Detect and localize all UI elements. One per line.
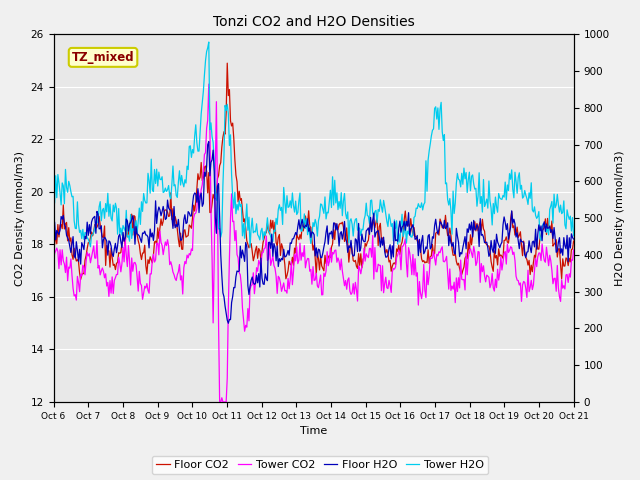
Text: TZ_mixed: TZ_mixed: [72, 51, 134, 64]
Tower CO2: [368, 254, 376, 260]
Y-axis label: CO2 Density (mmol/m3): CO2 Density (mmol/m3): [15, 151, 25, 286]
Y-axis label: H2O Density (mmol/m3): H2O Density (mmol/m3): [615, 150, 625, 286]
Title: Tonzi CO2 and H2O Densities: Tonzi CO2 and H2O Densities: [212, 15, 415, 29]
Floor H2O: [212, 230, 220, 236]
Tower H2O: [205, 39, 212, 45]
Floor CO2: [524, 262, 532, 268]
Floor H2O: [524, 249, 532, 254]
X-axis label: Time: Time: [300, 426, 327, 436]
Tower H2O: [246, 244, 254, 250]
Floor CO2: [77, 276, 84, 282]
Tower H2O: [212, 197, 220, 203]
Floor H2O: [271, 244, 279, 250]
Floor CO2: [570, 238, 577, 244]
Floor H2O: [434, 231, 442, 237]
Floor H2O: [205, 139, 212, 144]
Legend: Floor CO2, Tower CO2, Floor H2O, Tower H2O: Floor CO2, Tower CO2, Floor H2O, Tower H…: [152, 456, 488, 474]
Tower H2O: [368, 197, 376, 203]
Tower CO2: [50, 260, 58, 265]
Tower CO2: [524, 267, 532, 273]
Tower H2O: [50, 200, 58, 205]
Tower CO2: [216, 399, 223, 405]
Tower CO2: [212, 99, 220, 105]
Floor CO2: [223, 60, 231, 66]
Tower CO2: [343, 287, 351, 292]
Floor H2O: [368, 229, 376, 235]
Tower CO2: [271, 265, 279, 271]
Floor CO2: [343, 225, 351, 231]
Tower H2O: [271, 228, 279, 234]
Floor CO2: [271, 219, 279, 225]
Floor CO2: [212, 195, 220, 201]
Tower CO2: [434, 253, 442, 259]
Floor CO2: [434, 229, 442, 235]
Tower H2O: [343, 216, 351, 222]
Floor CO2: [50, 239, 58, 244]
Floor H2O: [225, 320, 232, 326]
Floor CO2: [368, 227, 376, 232]
Line: Floor H2O: Floor H2O: [54, 142, 573, 323]
Floor H2O: [570, 236, 577, 242]
Line: Tower H2O: Tower H2O: [54, 42, 573, 247]
Tower H2O: [434, 105, 442, 111]
Tower H2O: [570, 233, 577, 239]
Tower CO2: [570, 247, 577, 253]
Floor H2O: [343, 239, 351, 245]
Floor H2O: [50, 223, 58, 229]
Line: Tower CO2: Tower CO2: [54, 84, 573, 402]
Tower H2O: [524, 202, 532, 207]
Line: Floor CO2: Floor CO2: [54, 63, 573, 279]
Tower CO2: [205, 81, 212, 87]
